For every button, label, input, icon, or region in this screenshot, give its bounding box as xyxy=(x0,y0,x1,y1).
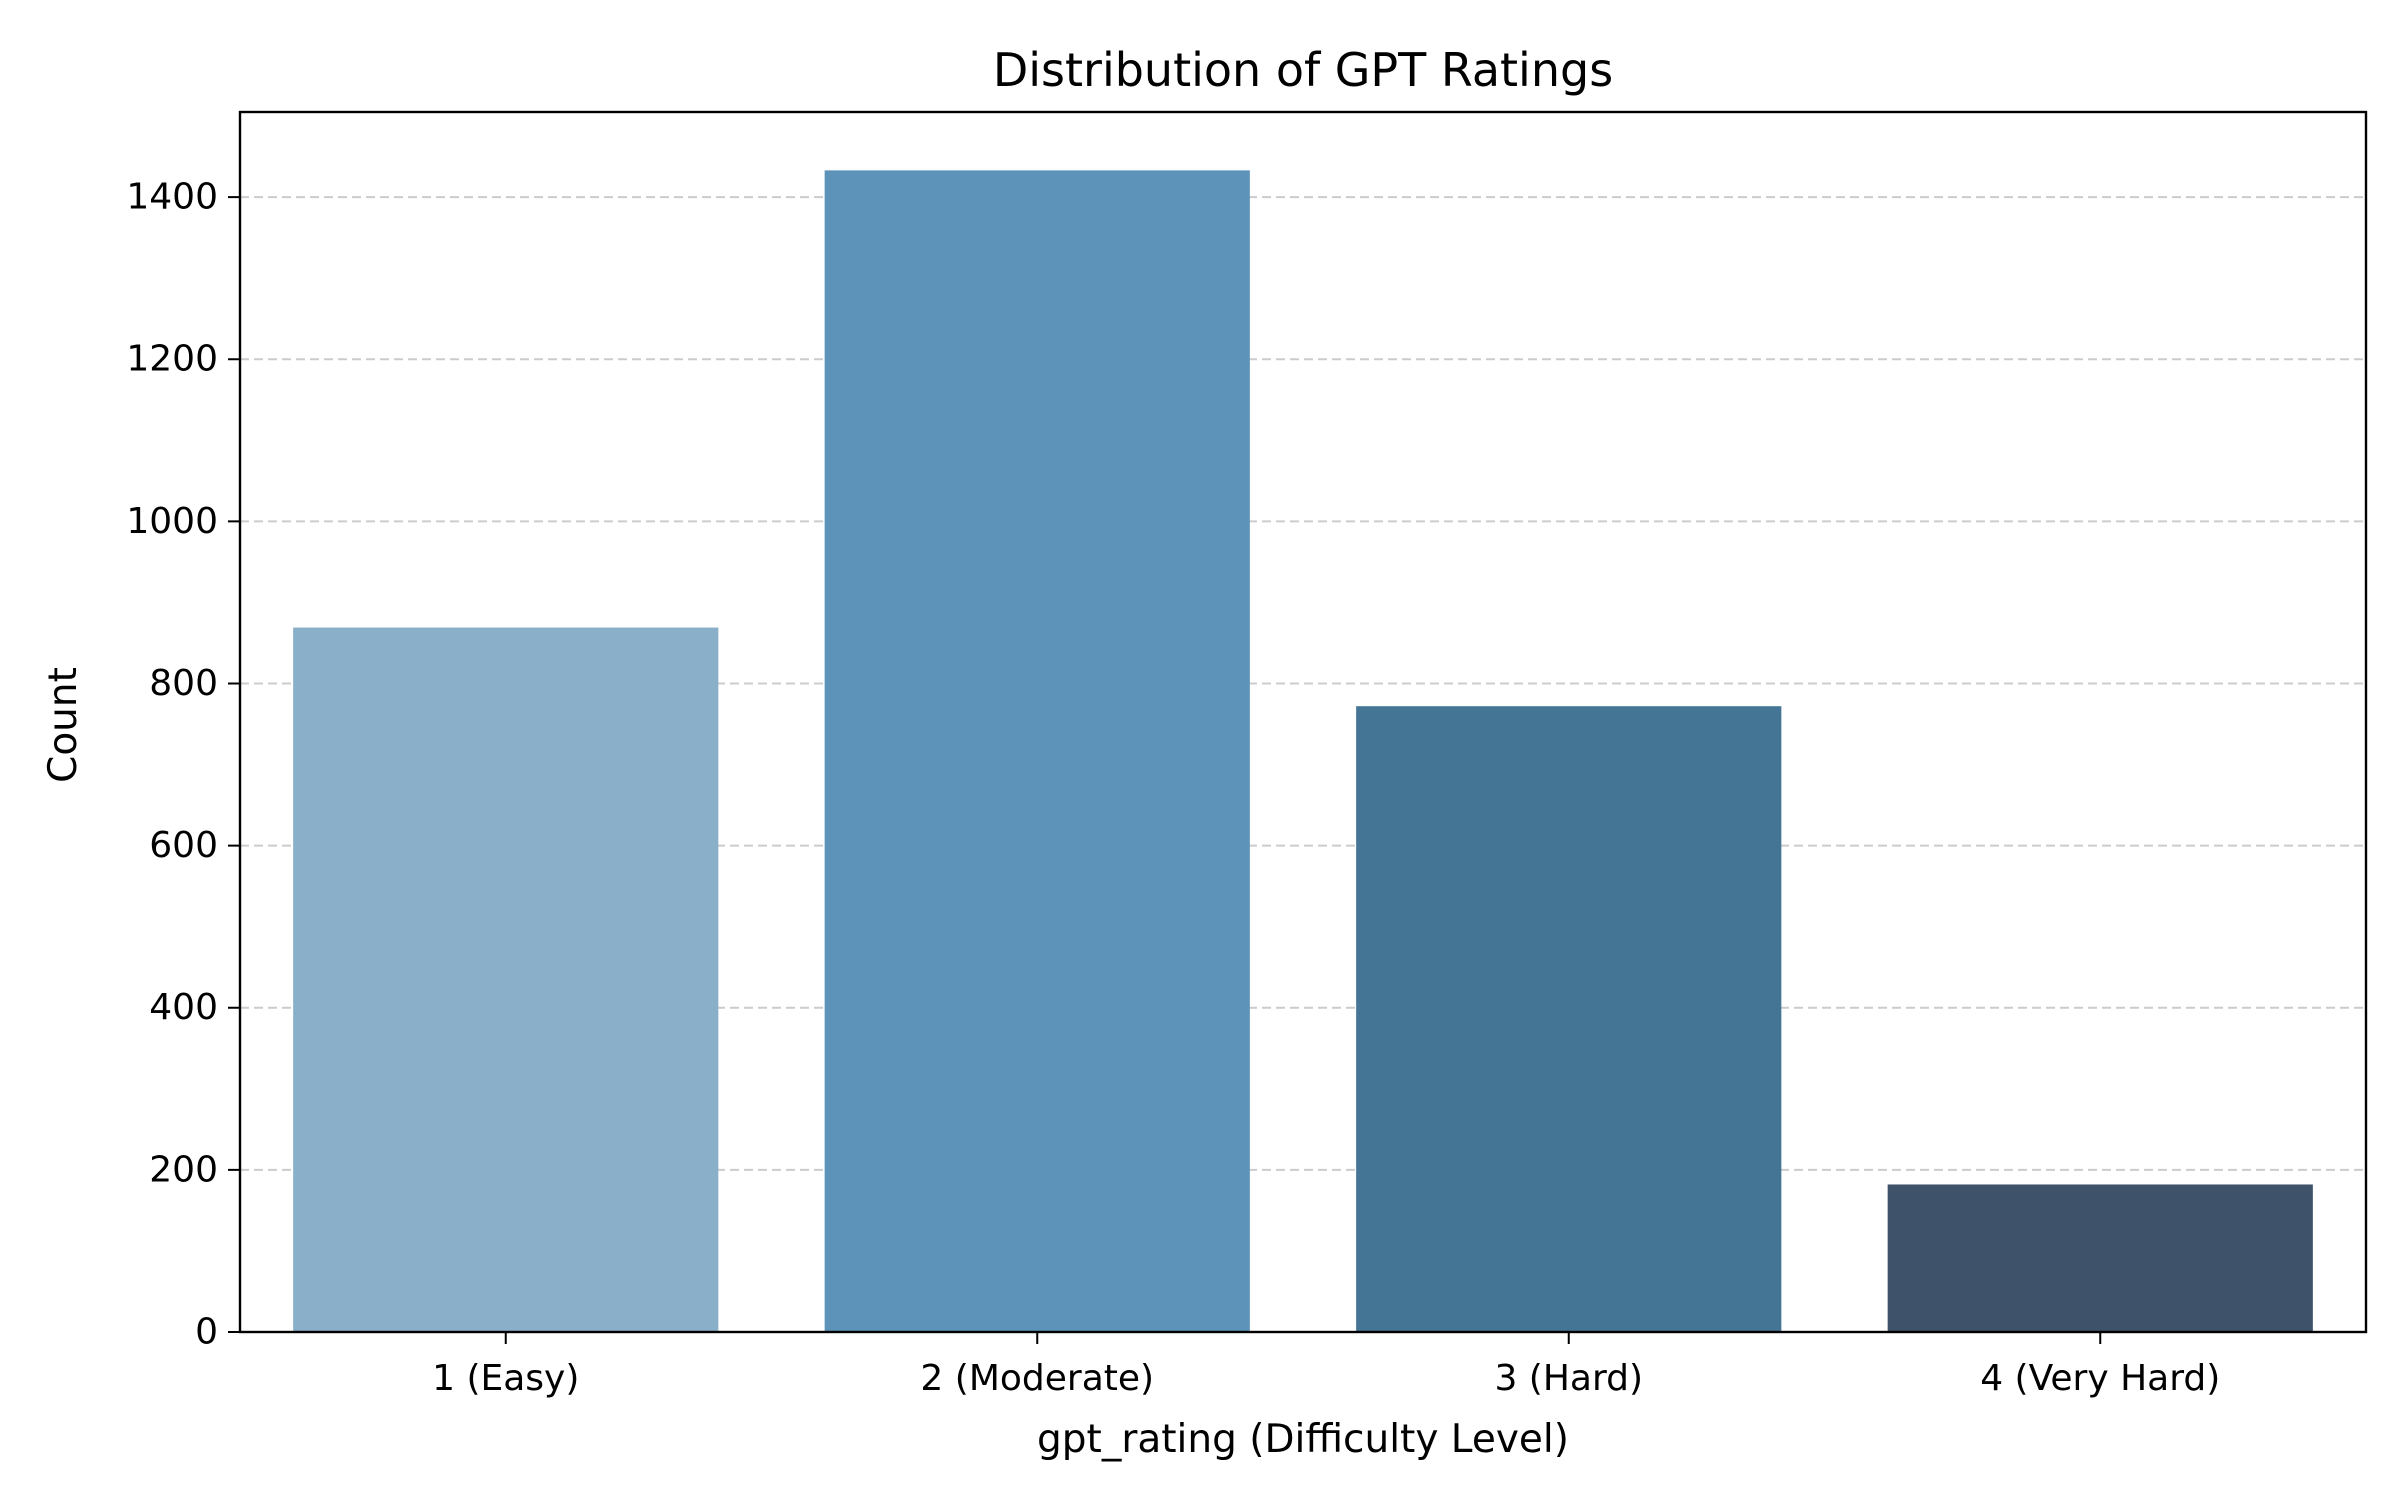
y-tick-label-5: 1000 xyxy=(126,501,218,542)
y-tick-label-4: 800 xyxy=(149,663,218,704)
y-tick-label-6: 1200 xyxy=(126,339,218,380)
x-axis-ticks: 1 (Easy) 2 (Moderate) 3 (Hard) 4 (Very Hard… xyxy=(432,1332,2220,1399)
y-tick-label-2: 400 xyxy=(149,987,218,1028)
x-tick-label-2: 2 (Moderate) xyxy=(920,1358,1154,1399)
bar-2 xyxy=(824,170,1250,1332)
x-axis-title: gpt_rating (Difficulty Level) xyxy=(1037,1417,1569,1462)
bar-4 xyxy=(1887,1184,2313,1332)
x-tick-label-1: 1 (Easy) xyxy=(432,1358,579,1399)
y-axis-title: Count xyxy=(41,667,86,783)
y-tick-label-3: 600 xyxy=(149,825,218,866)
x-tick-label-4: 4 (Very Hard) xyxy=(1980,1358,2220,1399)
chart-title: Distribution of GPT Ratings xyxy=(993,43,1613,97)
x-tick-label-3: 3 (Hard) xyxy=(1494,1358,1643,1399)
y-tick-label-0: 0 xyxy=(195,1312,218,1353)
y-tick-label-7: 1400 xyxy=(126,177,218,218)
y-axis-ticks: 0 200 400 600 800 1000 1200 1400 xyxy=(126,177,240,1353)
bar-1 xyxy=(293,627,719,1332)
bar-3 xyxy=(1356,706,1782,1332)
y-tick-label-1: 200 xyxy=(149,1149,218,1190)
bars xyxy=(293,170,2313,1332)
plot-frame xyxy=(238,110,2368,1334)
